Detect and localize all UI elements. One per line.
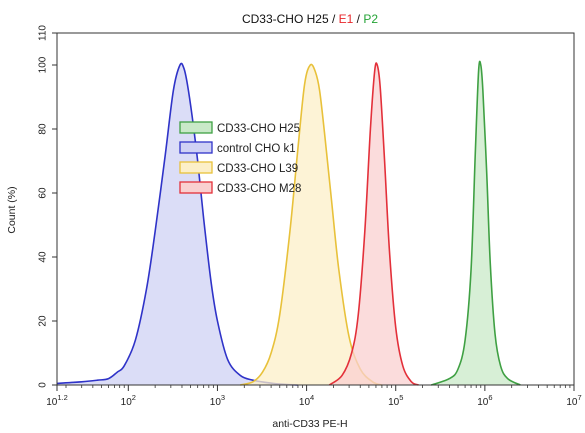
series-3 — [328, 62, 419, 386]
y-tick-label-5: 100 — [38, 56, 49, 73]
title-part-4: P2 — [363, 12, 378, 26]
series-layer — [56, 60, 521, 386]
x-tick-label-4: 105 — [388, 393, 403, 408]
x-tick-label-3: 104 — [299, 393, 314, 408]
x-tick-label-2: 103 — [210, 393, 225, 408]
legend-label-1: control CHO k1 — [217, 143, 296, 155]
series-line-0 — [430, 60, 521, 386]
legend-item-0: CD33-CHO H25 — [179, 121, 300, 135]
series-area-2 — [240, 64, 382, 386]
y-tick-label-2: 40 — [38, 251, 49, 263]
x-axis: 101.2 102 103 104 105 106 107 — [46, 385, 582, 408]
legend-swatch-1 — [179, 141, 213, 154]
x-tick-label-1: 102 — [121, 393, 136, 408]
series-line-1 — [56, 62, 298, 386]
y-tick-label-3: 60 — [38, 187, 49, 199]
legend-label-0: CD33-CHO H25 — [217, 123, 300, 135]
x-tick-label-0: 101.2 — [46, 393, 68, 408]
title-part-0: CD33-CHO H25 — [242, 12, 329, 26]
legend: CD33-CHO H25 control CHO k1 CD33-CHO L39 CD… — [179, 121, 301, 195]
chart-title: CD33-CHO H25 / E1 / P2 — [242, 12, 378, 26]
title-part-2: E1 — [339, 12, 354, 26]
legend-label-2: CD33-CHO L39 — [217, 163, 298, 175]
series-area-0 — [431, 61, 521, 385]
series-area-3 — [329, 63, 419, 385]
series-0 — [430, 60, 521, 386]
title-part-3: / — [353, 12, 363, 26]
legend-swatch-3 — [179, 181, 213, 194]
x-tick-label-6: 107 — [566, 393, 581, 408]
y-tick-label-4: 80 — [38, 123, 49, 135]
plot-frame — [56, 32, 575, 386]
legend-item-1: control CHO k1 — [179, 141, 296, 155]
series-line-3 — [328, 62, 419, 386]
x-tick-label-5: 106 — [477, 393, 492, 408]
y-tick-label-1: 20 — [38, 315, 49, 327]
y-axis: 0 20 40 60 80 100 110 — [38, 25, 57, 388]
legend-item-3: CD33-CHO M28 — [179, 181, 301, 195]
title-part-1: / — [329, 12, 339, 26]
series-area-1 — [57, 63, 298, 385]
x-axis-label: anti-CD33 PE-H — [272, 418, 347, 430]
legend-item-2: CD33-CHO L39 — [179, 161, 298, 175]
y-tick-label-6: 110 — [38, 25, 49, 41]
series-1 — [56, 62, 298, 386]
series-2 — [240, 63, 383, 386]
legend-label-3: CD33-CHO M28 — [217, 183, 301, 195]
y-axis-label: Count (%) — [6, 186, 18, 233]
series-line-2 — [240, 63, 383, 386]
legend-swatch-2 — [179, 161, 213, 174]
legend-swatch-0 — [179, 121, 213, 134]
y-tick-label-0: 0 — [38, 382, 49, 388]
